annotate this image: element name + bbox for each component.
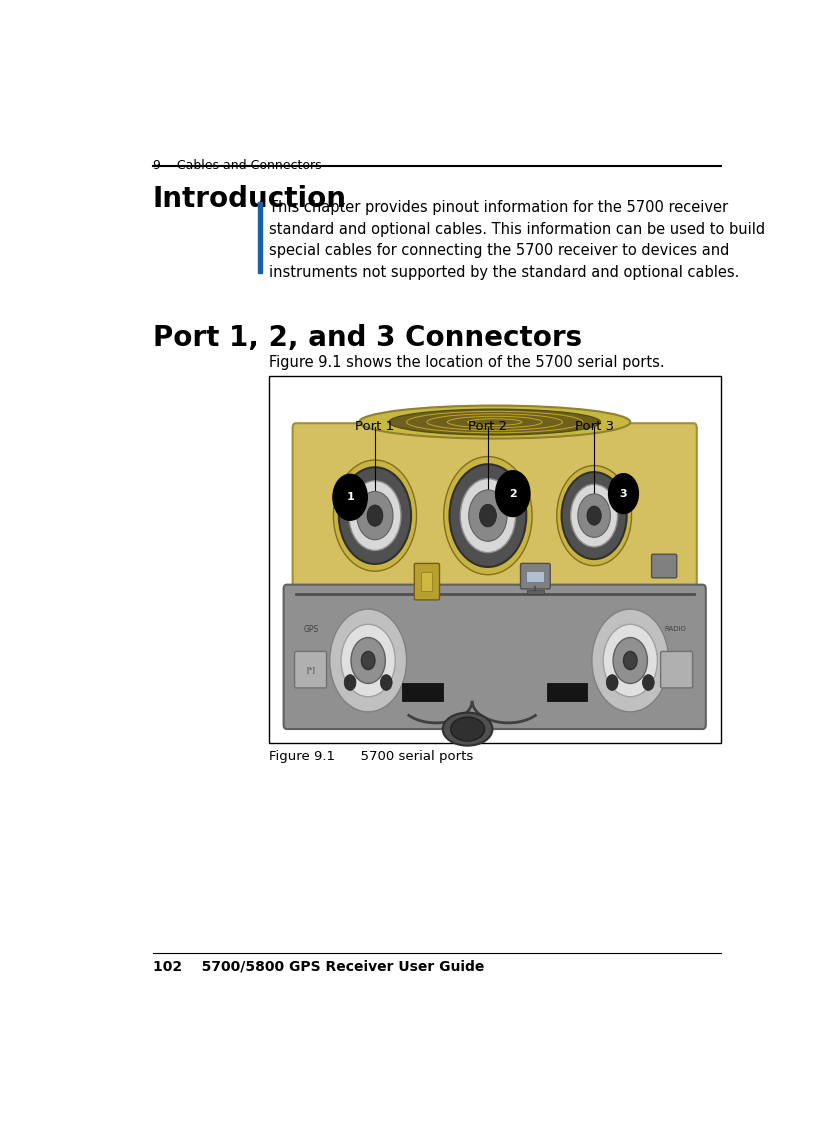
FancyBboxPatch shape bbox=[521, 564, 551, 589]
Circle shape bbox=[339, 467, 412, 564]
Circle shape bbox=[496, 471, 530, 517]
Circle shape bbox=[613, 638, 647, 684]
Text: 102    5700/5800 GPS Receiver User Guide: 102 5700/5800 GPS Receiver User Guide bbox=[152, 960, 484, 974]
Circle shape bbox=[344, 675, 356, 691]
Circle shape bbox=[461, 479, 516, 553]
Bar bbox=[546, 684, 587, 701]
FancyBboxPatch shape bbox=[292, 424, 696, 601]
Circle shape bbox=[333, 474, 367, 520]
Bar bbox=[526, 571, 545, 582]
Text: 1: 1 bbox=[347, 492, 354, 502]
Bar bbox=[421, 573, 432, 591]
Text: [*]: [*] bbox=[306, 666, 315, 673]
Circle shape bbox=[349, 481, 401, 550]
FancyBboxPatch shape bbox=[295, 651, 327, 688]
Circle shape bbox=[333, 460, 416, 572]
Circle shape bbox=[450, 464, 526, 567]
Circle shape bbox=[603, 624, 657, 697]
Text: Port 3: Port 3 bbox=[575, 420, 614, 433]
Ellipse shape bbox=[451, 717, 485, 741]
FancyBboxPatch shape bbox=[651, 554, 676, 577]
Circle shape bbox=[480, 504, 496, 527]
Circle shape bbox=[642, 675, 654, 691]
Circle shape bbox=[561, 472, 626, 559]
Circle shape bbox=[592, 609, 669, 712]
Circle shape bbox=[362, 651, 375, 669]
Text: Port 2: Port 2 bbox=[468, 420, 507, 433]
Circle shape bbox=[381, 675, 392, 691]
Text: GPS: GPS bbox=[304, 624, 319, 633]
Circle shape bbox=[444, 456, 532, 575]
FancyBboxPatch shape bbox=[414, 564, 440, 600]
Text: RADIO: RADIO bbox=[665, 627, 686, 632]
Bar bbox=[402, 684, 442, 701]
Text: 2: 2 bbox=[509, 489, 516, 499]
Circle shape bbox=[578, 494, 611, 537]
Circle shape bbox=[587, 506, 601, 525]
Circle shape bbox=[623, 651, 637, 669]
Circle shape bbox=[609, 474, 638, 513]
Text: Port 1, 2, and 3 Connectors: Port 1, 2, and 3 Connectors bbox=[152, 324, 581, 352]
Ellipse shape bbox=[359, 406, 631, 438]
Text: 9    Cables and Connectors: 9 Cables and Connectors bbox=[152, 159, 322, 172]
Bar bbox=[269, 377, 721, 743]
Circle shape bbox=[341, 624, 396, 697]
Ellipse shape bbox=[442, 713, 492, 745]
Circle shape bbox=[556, 465, 631, 566]
Text: Introduction: Introduction bbox=[152, 185, 347, 213]
Ellipse shape bbox=[389, 409, 601, 435]
Text: This chapter provides pinout information for the 5700 receiver
standard and opti: This chapter provides pinout information… bbox=[269, 201, 765, 280]
Text: 3: 3 bbox=[620, 489, 627, 499]
FancyBboxPatch shape bbox=[283, 585, 706, 729]
Text: Port 1: Port 1 bbox=[356, 420, 395, 433]
Circle shape bbox=[357, 491, 393, 540]
Bar bbox=[257, 202, 262, 272]
FancyBboxPatch shape bbox=[661, 651, 692, 688]
Circle shape bbox=[351, 638, 386, 684]
Bar bbox=[527, 590, 543, 594]
Circle shape bbox=[330, 609, 407, 712]
Circle shape bbox=[571, 484, 617, 547]
Text: Figure 9.1 shows the location of the 5700 serial ports.: Figure 9.1 shows the location of the 570… bbox=[269, 354, 665, 370]
Circle shape bbox=[367, 504, 383, 526]
Circle shape bbox=[469, 490, 507, 541]
Circle shape bbox=[606, 675, 618, 691]
Text: Figure 9.1      5700 serial ports: Figure 9.1 5700 serial ports bbox=[269, 750, 473, 763]
